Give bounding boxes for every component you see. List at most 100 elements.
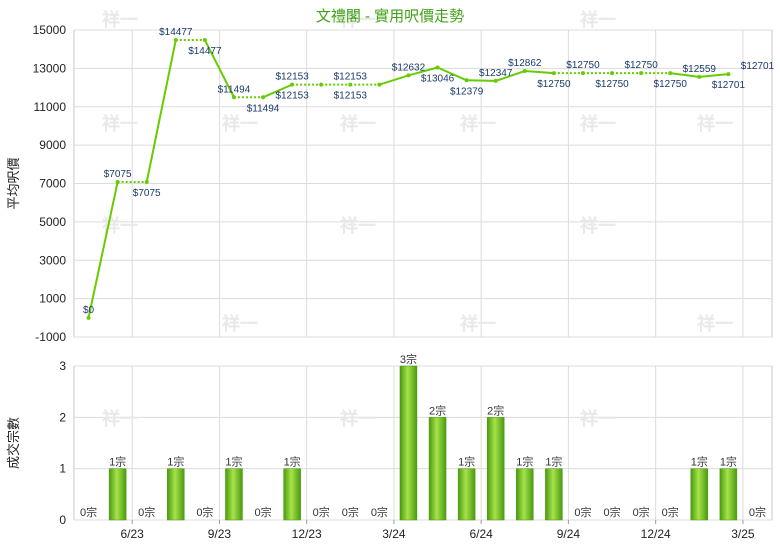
price-line-segment xyxy=(699,73,729,78)
x-tick-label: 6/24 xyxy=(469,527,493,541)
price-line-series xyxy=(86,38,731,320)
price-line-segment xyxy=(437,66,468,82)
watermark-text: 祥一 xyxy=(102,9,138,30)
watermark-text: 祥一 xyxy=(580,215,616,236)
x-tick-label: 12/23 xyxy=(292,527,322,541)
price-point xyxy=(639,71,644,76)
price-point xyxy=(144,180,149,185)
watermark-text: 祥一 xyxy=(580,9,616,30)
watermark-text: 祥一 xyxy=(222,313,258,334)
price-line-segment xyxy=(87,181,119,319)
x-tick-label: 3/24 xyxy=(382,527,406,541)
bar-value-label: 1宗 xyxy=(458,455,475,469)
line-y-tick-label: 13000 xyxy=(33,61,67,75)
watermark-text: 祥一 xyxy=(102,113,138,134)
bar-value-labels: 0宗 1宗 0宗 1宗 0宗 1宗 0宗 1宗 0宗 0宗 0宗 3宗 2宗 1宗 2宗 1宗 1宗 0宗 0宗 0宗… xyxy=(80,352,766,519)
watermark-text: 祥一 xyxy=(222,113,258,134)
price-value-label: $12701 xyxy=(712,80,746,91)
watermark-text: 祥一 xyxy=(340,408,376,429)
price-value-label: $0 xyxy=(83,305,95,316)
watermark-text: 祥一 xyxy=(460,113,496,134)
bar-value-label: 1宗 xyxy=(284,455,301,469)
price-point xyxy=(290,82,295,87)
bar xyxy=(167,468,185,521)
price-point xyxy=(668,71,673,76)
watermark-text: 祥一 xyxy=(340,215,376,236)
watermark-text: 祥一 xyxy=(340,113,376,134)
watermark-text: 祥一 xyxy=(580,408,616,429)
price-point xyxy=(406,73,411,78)
line-y-tick-label: 3000 xyxy=(39,253,66,267)
bar xyxy=(690,468,709,521)
price-line-segment xyxy=(524,70,554,75)
price-point xyxy=(86,315,91,320)
price-point xyxy=(726,72,731,77)
bar-value-label: 0宗 xyxy=(603,505,620,519)
watermark-text: 祥一 xyxy=(340,9,376,30)
price-point xyxy=(173,38,178,43)
bar-value-label: 0宗 xyxy=(342,505,359,519)
bar xyxy=(283,468,301,521)
bar-value-label: 1宗 xyxy=(516,455,533,469)
line-y-tick-label: 7000 xyxy=(39,177,66,191)
bar xyxy=(108,468,127,521)
line-y-tick-label: 5000 xyxy=(39,215,66,229)
price-line-segment xyxy=(145,39,177,183)
bar-value-label: 0宗 xyxy=(80,505,97,519)
price-point xyxy=(115,180,120,185)
bar-value-label: 0宗 xyxy=(371,505,388,519)
price-point xyxy=(522,69,527,74)
watermark-text: 祥一 xyxy=(460,313,496,334)
price-line-segment xyxy=(379,74,409,86)
price-point xyxy=(580,71,585,76)
price-value-label: $11494 xyxy=(218,84,251,95)
x-ticks: 6/23 9/23 12/23 3/24 6/24 9/24 12/24 3/25 xyxy=(120,520,755,541)
price-value-label: $14477 xyxy=(188,46,222,57)
bar-y-axis-label: 成交宗數 xyxy=(6,417,21,469)
price-value-label: $12701 xyxy=(741,61,775,72)
bar-value-label: 0宗 xyxy=(633,505,650,519)
price-value-label: $14477 xyxy=(159,27,193,38)
watermark-text: 祥一 xyxy=(697,113,733,134)
price-line-segment xyxy=(495,70,526,82)
price-value-label: $12153 xyxy=(275,91,309,102)
line-chart-grid xyxy=(73,29,773,338)
price-value-label: $12379 xyxy=(450,86,484,97)
price-value-label: $12153 xyxy=(275,72,309,83)
price-point xyxy=(348,82,353,87)
bar-value-label: 0宗 xyxy=(313,505,330,519)
bar-value-label: 1宗 xyxy=(720,455,737,469)
price-line-segment xyxy=(466,79,496,82)
bar-value-label: 0宗 xyxy=(749,505,766,519)
price-point xyxy=(261,95,266,100)
price-line-segment xyxy=(408,66,438,77)
price-point xyxy=(493,78,498,83)
x-tick-label: 3/25 xyxy=(731,527,755,541)
price-value-label: $7075 xyxy=(104,169,132,180)
bar-value-label: 1宗 xyxy=(691,455,708,469)
price-point xyxy=(319,82,324,87)
bar-value-label: 3宗 xyxy=(400,352,417,366)
watermark-text: 祥一 xyxy=(580,113,616,134)
x-tick-label: 6/23 xyxy=(120,527,144,541)
bar-value-label: 0宗 xyxy=(662,505,679,519)
x-tick-label: 9/24 xyxy=(557,527,581,541)
price-point xyxy=(231,95,236,100)
price-point xyxy=(697,74,702,79)
price-value-label: $12153 xyxy=(334,91,368,102)
price-line-segment xyxy=(262,83,293,99)
bar-chart-grid xyxy=(73,365,773,521)
price-value-label: $11494 xyxy=(247,103,280,114)
bar-value-label: 1宗 xyxy=(545,455,562,469)
price-point xyxy=(610,71,615,76)
price-point xyxy=(202,38,207,43)
chart-title: 文禮閣 - 實用呎價走勢 xyxy=(316,7,464,25)
price-value-label: $12750 xyxy=(595,79,629,90)
bar-value-label: 0宗 xyxy=(574,505,591,519)
bar-y-tick-label: 1 xyxy=(59,462,66,476)
bar xyxy=(545,468,563,521)
bar-value-label: 2宗 xyxy=(429,403,446,417)
